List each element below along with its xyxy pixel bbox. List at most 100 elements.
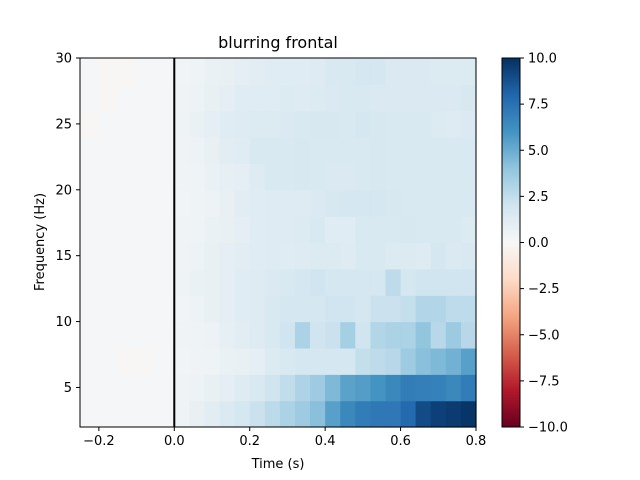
heatmap-cell — [117, 268, 138, 296]
x-tick-label: 0.6 — [390, 434, 411, 449]
heatmap-cell — [189, 189, 206, 217]
heatmap-cell — [136, 163, 157, 191]
heatmap-cell — [400, 58, 417, 85]
heatmap-cell — [430, 137, 447, 165]
heatmap-cell — [445, 163, 462, 191]
heatmap-cell — [204, 347, 221, 375]
heatmap-cell — [98, 189, 119, 217]
heatmap-cell — [445, 189, 462, 217]
heatmap-cell — [310, 163, 326, 191]
heatmap-cell — [98, 347, 119, 375]
heatmap-cell — [136, 321, 157, 349]
colorbar-tick-label: −7.5 — [528, 374, 560, 389]
heatmap-cell — [80, 347, 100, 375]
heatmap-cell — [340, 163, 356, 191]
heatmap-cell — [355, 400, 371, 428]
heatmap-cell — [340, 242, 356, 270]
heatmap-cells — [80, 58, 477, 428]
heatmap-cell — [310, 216, 326, 244]
heatmap-cell — [279, 216, 296, 244]
heatmap-cell — [219, 58, 236, 85]
heatmap-cell — [249, 347, 266, 375]
y-axis-label: Frequency (Hz) — [33, 193, 48, 291]
heatmap-cell — [98, 163, 119, 191]
heatmap-cell — [340, 110, 356, 138]
heatmap-cell — [279, 189, 296, 217]
heatmap-cell — [219, 347, 236, 375]
heatmap-cell — [174, 216, 190, 244]
heatmap-cell — [204, 163, 221, 191]
heatmap-cell — [385, 374, 402, 402]
heatmap-cell — [385, 137, 402, 165]
heatmap-cell — [204, 216, 221, 244]
heatmap-cell — [279, 295, 296, 323]
colorbar-tick-label: 2.5 — [528, 190, 549, 205]
heatmap-cell — [294, 242, 311, 270]
heatmap-cell — [279, 163, 296, 191]
heatmap-cell — [325, 321, 341, 349]
heatmap-cell — [234, 347, 251, 375]
heatmap-cell — [219, 163, 236, 191]
heatmap-cell — [249, 84, 266, 112]
heatmap-cell — [264, 321, 281, 349]
heatmap-cell — [445, 58, 462, 85]
heatmap-cell — [264, 84, 281, 112]
heatmap-cell — [294, 400, 311, 428]
heatmap-cell — [415, 163, 432, 191]
heatmap-cell — [117, 216, 138, 244]
heatmap-cell — [219, 216, 236, 244]
heatmap-cell — [80, 110, 100, 138]
colorbar-tick-label: 7.5 — [528, 98, 549, 113]
heatmap-cell — [279, 84, 296, 112]
x-tick-label: 0.4 — [315, 434, 336, 449]
heatmap-cell — [294, 137, 311, 165]
heatmap-cell — [325, 58, 341, 85]
y-tick-label: 15 — [55, 249, 72, 264]
heatmap-cell — [415, 400, 432, 428]
heatmap-cell — [264, 295, 281, 323]
heatmap-cell — [80, 400, 100, 428]
heatmap-cell — [249, 268, 266, 296]
heatmap-cell — [415, 242, 432, 270]
heatmap-cell — [370, 84, 387, 112]
heatmap-cell — [117, 400, 138, 428]
heatmap-cell — [325, 400, 341, 428]
heatmap-cell — [279, 137, 296, 165]
heatmap-cell — [189, 242, 206, 270]
heatmap-cell — [355, 268, 371, 296]
heatmap-cell — [370, 137, 387, 165]
heatmap-cell — [400, 163, 417, 191]
heatmap-cell — [219, 400, 236, 428]
heatmap-cell — [204, 400, 221, 428]
heatmap-cell — [136, 374, 157, 402]
heatmap-cell — [136, 58, 157, 85]
heatmap-cell — [370, 216, 387, 244]
heatmap-cell — [204, 295, 221, 323]
heatmap-cell — [460, 347, 477, 375]
heatmap-cell — [204, 189, 221, 217]
heatmap-cell — [155, 163, 175, 191]
heatmap-cell — [400, 242, 417, 270]
heatmap-cell — [460, 242, 477, 270]
heatmap-cell — [279, 347, 296, 375]
heatmap-cell — [415, 347, 432, 375]
heatmap-cell — [136, 347, 157, 375]
heatmap-cell — [136, 189, 157, 217]
heatmap-cell — [155, 268, 175, 296]
heatmap-cell — [189, 110, 206, 138]
heatmap-cell — [460, 216, 477, 244]
heatmap-cell — [415, 189, 432, 217]
heatmap-cell — [234, 374, 251, 402]
heatmap-cell — [174, 137, 190, 165]
heatmap-cell — [294, 110, 311, 138]
heatmap-cell — [310, 347, 326, 375]
heatmap-cell — [136, 137, 157, 165]
heatmap-cell — [445, 137, 462, 165]
heatmap-cell — [189, 295, 206, 323]
heatmap-cell — [80, 58, 100, 85]
heatmap-cell — [355, 137, 371, 165]
heatmap-cell — [155, 400, 175, 428]
heatmap-cell — [249, 242, 266, 270]
heatmap-cell — [80, 137, 100, 165]
heatmap-cell — [445, 268, 462, 296]
